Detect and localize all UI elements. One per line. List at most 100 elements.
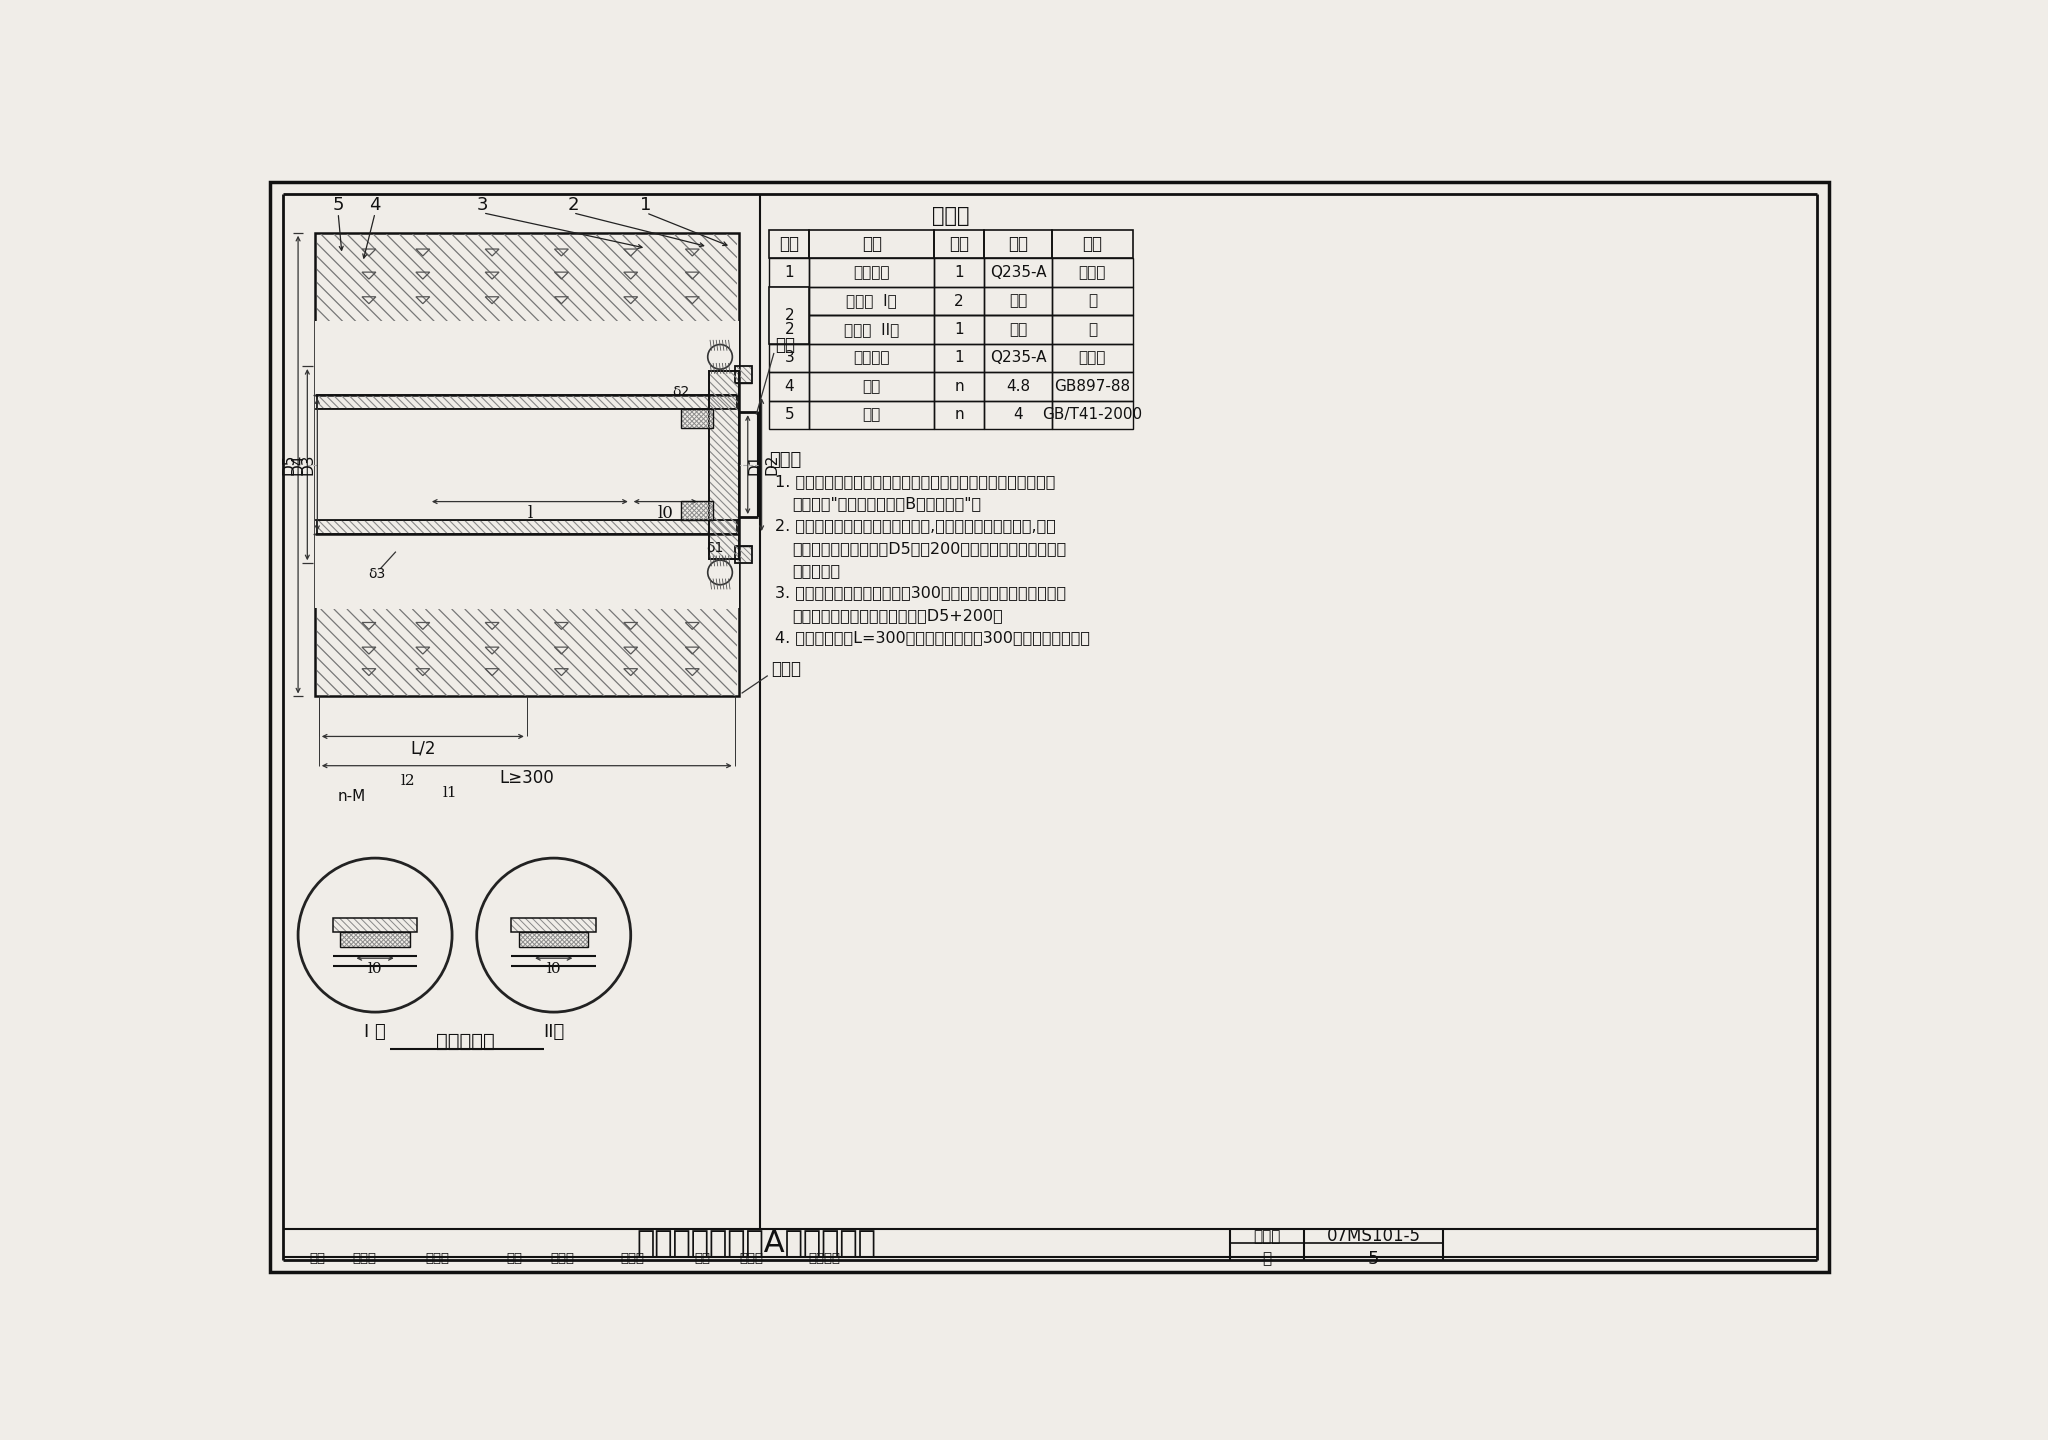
Bar [512,919,596,932]
Text: 4.8: 4.8 [1006,379,1030,395]
Text: l: l [526,505,532,523]
Text: 橡胶: 橡胶 [1010,294,1028,308]
Bar [985,258,1053,287]
Text: 陈春明: 陈春明 [551,1251,575,1264]
Text: D5: D5 [281,454,297,475]
Bar [934,344,985,372]
Text: II型: II型 [543,1022,565,1041]
Bar [770,344,809,372]
Text: GB/T41-2000: GB/T41-2000 [1042,408,1143,422]
Text: D1: D1 [748,454,764,475]
Text: 校对: 校对 [506,1251,522,1264]
Bar [934,230,985,258]
Bar [809,344,934,372]
Bar [317,520,737,534]
Text: l0: l0 [547,962,561,976]
Text: 说明：: 说明： [770,451,801,469]
Text: D3: D3 [301,454,315,475]
Bar [283,194,760,1230]
Text: 材料: 材料 [1008,235,1028,253]
Text: 密封圈结构: 密封圈结构 [436,1032,494,1051]
Bar [709,370,739,559]
Bar [770,258,809,287]
Bar [770,287,809,315]
Text: 1. 当迎水面为腐蚀性介质时，可采用封堵材料将缝隙封堵，做法: 1. 当迎水面为腐蚀性介质时，可采用封堵材料将缝隙封堵，做法 [776,474,1057,488]
Text: δ1: δ1 [707,541,725,554]
Text: 1: 1 [954,323,965,337]
Bar [1053,287,1133,315]
Bar [770,400,809,429]
Text: 橡胶: 橡胶 [1010,323,1028,337]
Bar [770,315,809,344]
Text: n: n [954,379,965,395]
Bar [934,400,985,429]
Bar [1053,230,1133,258]
Bar [317,409,737,520]
Text: 2: 2 [567,196,580,215]
Text: 欧阳容志: 欧阳容志 [809,1251,840,1264]
Text: δ3: δ3 [369,567,385,580]
Bar [934,315,985,344]
Text: 筑范围应比翼环直径（D5）大200，而且必须将套管一次浇: 筑范围应比翼环直径（D5）大200，而且必须将套管一次浇 [793,541,1067,556]
Text: 3. 穿管处混凝土墙厚应不小于300，否则应使墙壁一边加厚或两: 3. 穿管处混凝土墙厚应不小于300，否则应使墙壁一边加厚或两 [776,586,1067,600]
Text: 5: 5 [784,408,795,422]
Text: 页: 页 [1262,1251,1272,1266]
Text: 1: 1 [641,196,651,215]
Bar [985,230,1053,258]
Bar [985,287,1053,315]
Text: 4: 4 [784,379,795,395]
Bar [934,372,985,400]
Text: 边加厚。加厚部分的直径至少为D5+200。: 边加厚。加厚部分的直径至少为D5+200。 [793,608,1004,624]
Bar [680,501,713,520]
Text: 序号: 序号 [780,235,799,253]
Text: 设计: 设计 [694,1251,711,1264]
Bar [1053,344,1133,372]
Text: l2: l2 [399,775,416,788]
Text: 07MS101-5: 07MS101-5 [1327,1227,1421,1246]
Text: l0: l0 [657,505,674,523]
Text: 宁春明: 宁春明 [621,1251,643,1264]
Text: 2. 套管穿墙处如遇非混凝土墙壁时,应局部改用混凝土墙壁,其浇: 2. 套管穿墙处如遇非混凝土墙壁时,应局部改用混凝土墙壁,其浇 [776,518,1057,534]
Text: 密封圈  II型: 密封圈 II型 [844,323,899,337]
Bar [340,932,410,948]
Bar [809,400,934,429]
Bar [735,366,752,383]
Text: δ2: δ2 [672,386,690,399]
Text: 4: 4 [369,196,381,215]
Bar [1053,315,1133,344]
Text: 钢管: 钢管 [776,337,795,354]
Text: 3: 3 [784,350,795,366]
Text: 林海燕: 林海燕 [352,1251,377,1264]
Text: L≥300: L≥300 [500,769,555,788]
Bar [770,287,809,344]
Text: 2: 2 [954,294,965,308]
Bar [809,315,934,344]
Text: l1: l1 [442,786,457,799]
Text: 数量: 数量 [948,235,969,253]
Bar [985,344,1053,372]
Text: 2: 2 [784,323,795,337]
Bar [1053,258,1133,287]
Text: 名称: 名称 [862,235,883,253]
Bar [809,287,934,315]
Text: －: － [1087,323,1098,337]
Bar [770,372,809,400]
Text: GB897-88: GB897-88 [1055,379,1130,395]
Text: 螺母: 螺母 [862,408,881,422]
Bar [985,400,1053,429]
Text: 见本图集"柔性防水套管（B型）安装图"。: 见本图集"柔性防水套管（B型）安装图"。 [793,497,981,511]
Bar [1053,400,1133,429]
Text: 迎水面: 迎水面 [770,661,801,678]
Bar [934,287,985,315]
Text: 备注: 备注 [1081,235,1102,253]
Bar [809,230,934,258]
Text: 焊接件: 焊接件 [1079,265,1106,279]
Text: 材料表: 材料表 [932,206,971,226]
Bar [1053,372,1133,400]
Text: 1: 1 [784,265,795,279]
Text: 2: 2 [784,308,795,323]
Bar [332,919,418,932]
Text: 欧阳容: 欧阳容 [739,1251,764,1264]
Text: 法兰压盖: 法兰压盖 [854,350,891,366]
Text: 3: 3 [477,196,489,215]
